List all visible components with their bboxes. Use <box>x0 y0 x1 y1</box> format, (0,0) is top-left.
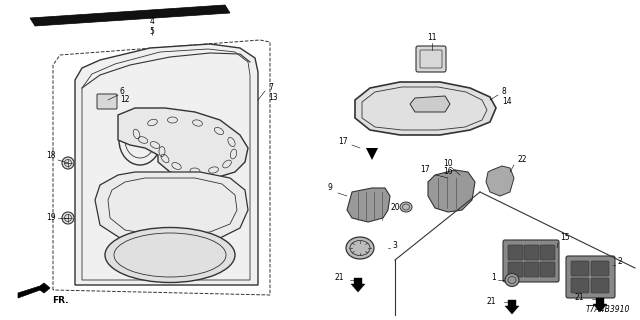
Text: 17: 17 <box>420 165 430 174</box>
Text: 21: 21 <box>575 293 584 302</box>
Polygon shape <box>30 5 230 26</box>
Text: 22: 22 <box>518 156 527 164</box>
Text: 21: 21 <box>486 298 496 307</box>
Text: 3: 3 <box>392 241 397 250</box>
Polygon shape <box>18 283 50 298</box>
Text: 7: 7 <box>268 84 273 92</box>
Polygon shape <box>95 172 248 242</box>
Polygon shape <box>118 108 248 178</box>
Text: 4: 4 <box>150 18 154 27</box>
Polygon shape <box>593 298 607 312</box>
FancyBboxPatch shape <box>540 245 555 260</box>
FancyBboxPatch shape <box>591 278 609 293</box>
Text: 15: 15 <box>560 234 570 243</box>
FancyBboxPatch shape <box>524 262 539 277</box>
Polygon shape <box>366 148 378 160</box>
Text: 11: 11 <box>428 34 436 43</box>
Text: 1: 1 <box>492 274 496 283</box>
FancyBboxPatch shape <box>571 278 589 293</box>
FancyBboxPatch shape <box>591 261 609 276</box>
Text: 18: 18 <box>46 151 56 161</box>
Text: FR.: FR. <box>52 296 68 305</box>
Text: 5: 5 <box>150 28 154 36</box>
Text: 9: 9 <box>327 183 332 193</box>
Text: 2: 2 <box>618 258 623 267</box>
FancyBboxPatch shape <box>571 261 589 276</box>
Text: 21: 21 <box>335 274 344 283</box>
FancyBboxPatch shape <box>524 245 539 260</box>
Polygon shape <box>454 178 466 190</box>
Ellipse shape <box>105 228 235 283</box>
Polygon shape <box>355 82 496 135</box>
Text: 19: 19 <box>46 213 56 222</box>
Polygon shape <box>347 188 390 222</box>
FancyBboxPatch shape <box>416 46 446 72</box>
Ellipse shape <box>62 212 74 224</box>
Text: 13: 13 <box>268 92 278 101</box>
Polygon shape <box>428 170 475 212</box>
FancyBboxPatch shape <box>97 94 117 109</box>
Text: 10: 10 <box>443 158 453 167</box>
FancyBboxPatch shape <box>508 262 523 277</box>
Text: 16: 16 <box>443 167 453 177</box>
Text: 6: 6 <box>120 87 125 97</box>
Polygon shape <box>486 166 514 196</box>
Text: T7A4B3910: T7A4B3910 <box>586 305 630 314</box>
Text: 17: 17 <box>339 138 348 147</box>
Ellipse shape <box>400 202 412 212</box>
Polygon shape <box>351 278 365 292</box>
FancyBboxPatch shape <box>540 262 555 277</box>
Text: 20: 20 <box>390 204 400 212</box>
Text: 14: 14 <box>502 97 511 106</box>
FancyBboxPatch shape <box>508 245 523 260</box>
FancyBboxPatch shape <box>566 256 615 298</box>
FancyBboxPatch shape <box>503 240 559 282</box>
Ellipse shape <box>62 157 74 169</box>
Polygon shape <box>505 300 519 314</box>
Ellipse shape <box>505 274 519 286</box>
Text: 12: 12 <box>120 95 129 105</box>
Polygon shape <box>410 96 450 112</box>
Ellipse shape <box>346 237 374 259</box>
Text: 8: 8 <box>502 87 507 97</box>
Polygon shape <box>75 44 258 285</box>
